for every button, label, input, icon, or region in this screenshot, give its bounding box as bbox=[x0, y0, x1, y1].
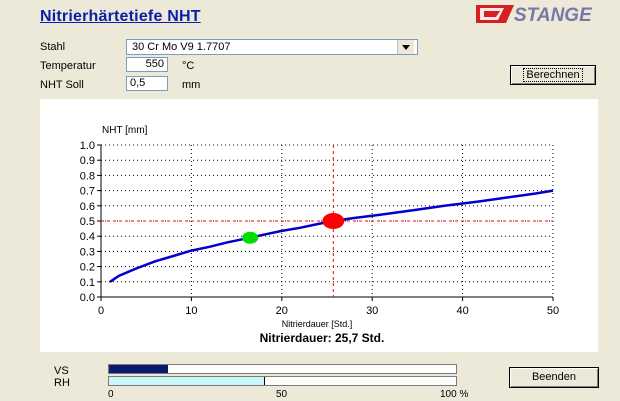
nht-soll-input[interactable]: 0,5 bbox=[126, 76, 168, 91]
y-tick-label: 0.2 bbox=[80, 262, 95, 274]
vs-label: VS bbox=[54, 365, 69, 377]
target-marker bbox=[322, 213, 345, 229]
berechnen-button[interactable]: Berechnen bbox=[510, 65, 596, 85]
nht-soll-unit: mm bbox=[182, 79, 201, 91]
temperatur-input[interactable]: 550 bbox=[126, 57, 168, 72]
y-axis-label: NHT [mm] bbox=[102, 125, 148, 136]
y-tick-label: 0.0 bbox=[80, 292, 95, 304]
brand-logo-text: STANGE bbox=[514, 5, 593, 25]
x-axis-label: Nitrierdauer [Std.] bbox=[282, 319, 353, 329]
y-tick-label: 1.0 bbox=[80, 140, 95, 152]
secondary-marker bbox=[242, 231, 259, 244]
x-tick-label: 20 bbox=[276, 305, 288, 317]
y-tick-label: 0.5 bbox=[80, 216, 95, 228]
temperatur-label: Temperatur bbox=[40, 60, 96, 72]
temperatur-unit: °C bbox=[182, 60, 195, 72]
y-tick-label: 0.1 bbox=[80, 277, 95, 289]
rh-label: RH bbox=[54, 377, 70, 389]
nht-chart: NHT [mm] 0 10 20 30 40 50 0.0 0.1 0.2 0.3 0.4 0.5 0.… bbox=[80, 125, 559, 345]
rh-progress-bar bbox=[108, 376, 457, 386]
chart-ticks: 0 10 20 30 40 50 0.0 0.1 0.2 0.3 0.4 0.5 0.6 0.7 0.8 0.… bbox=[80, 140, 559, 317]
chart-panel: NHT [mm] 0 10 20 30 40 50 0.0 0.1 0.2 0.3 0.4 0.5 0.… bbox=[40, 99, 598, 352]
progress-scale-100: 100 % bbox=[440, 389, 469, 400]
brand-logo: STANGE bbox=[476, 5, 593, 25]
page-title: Nitrierhärtetiefe NHT bbox=[40, 8, 201, 25]
stahl-label: Stahl bbox=[40, 41, 66, 53]
y-tick-label: 0.3 bbox=[80, 246, 95, 258]
x-tick-label: 10 bbox=[185, 305, 197, 317]
y-tick-label: 0.6 bbox=[80, 201, 95, 213]
x-tick-label: 0 bbox=[98, 305, 104, 317]
y-tick-label: 0.8 bbox=[80, 170, 95, 182]
rh-progress-fill bbox=[109, 377, 266, 385]
y-tick-label: 0.7 bbox=[80, 186, 95, 198]
y-tick-label: 0.9 bbox=[80, 155, 95, 167]
dropdown-arrow-icon[interactable] bbox=[397, 40, 414, 54]
x-tick-label: 30 bbox=[366, 305, 378, 317]
chart-markers bbox=[242, 213, 345, 244]
vs-progress-fill bbox=[109, 365, 168, 373]
result-text: Nitrierdauer: 25,7 Std. bbox=[260, 331, 385, 345]
nht-curve bbox=[109, 189, 554, 283]
x-tick-label: 40 bbox=[456, 305, 468, 317]
beenden-button[interactable]: Beenden bbox=[509, 367, 599, 388]
stahl-select[interactable]: 30 Cr Mo V9 1.7707 bbox=[126, 39, 418, 55]
stahl-select-value: 30 Cr Mo V9 1.7707 bbox=[132, 40, 231, 53]
nht-soll-label: NHT Soll bbox=[40, 79, 84, 91]
progress-scale-50: 50 bbox=[276, 389, 288, 400]
progress-scale-0: 0 bbox=[108, 389, 114, 400]
x-tick-label: 50 bbox=[547, 305, 559, 317]
reference-lines bbox=[101, 145, 553, 297]
y-tick-label: 0.4 bbox=[80, 231, 95, 243]
vs-progress-bar bbox=[108, 364, 457, 374]
berechnen-label: Berechnen bbox=[523, 68, 583, 82]
